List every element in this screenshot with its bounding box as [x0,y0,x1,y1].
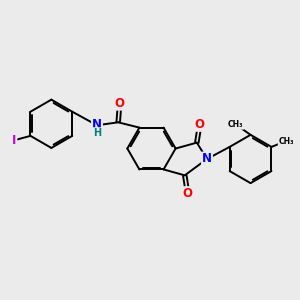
Text: I: I [12,134,16,147]
Text: O: O [183,187,193,200]
Text: N: N [202,152,212,166]
Text: O: O [195,118,205,131]
Text: O: O [115,97,125,110]
Text: H: H [93,128,101,138]
Text: CH₃: CH₃ [278,136,294,146]
Text: CH₃: CH₃ [228,120,244,129]
Text: N: N [92,118,102,131]
